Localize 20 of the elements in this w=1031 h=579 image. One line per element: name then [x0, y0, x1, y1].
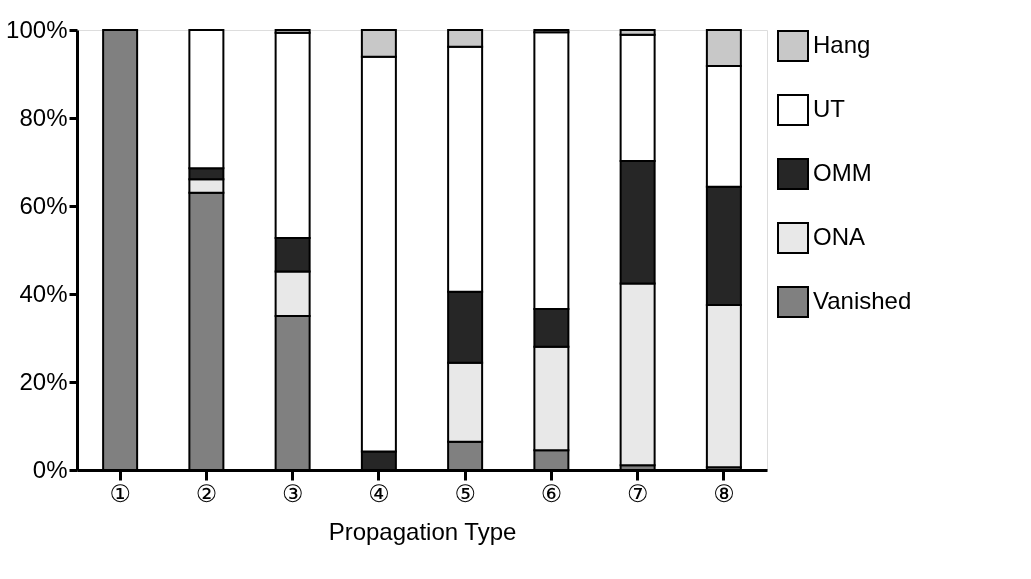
y-tick-label: 40% [19, 279, 68, 307]
legend-label: OMM [813, 159, 872, 186]
x-tick-label: ⑦ [626, 479, 649, 508]
x-tick-label: ⑧ [713, 479, 735, 508]
legend-label: ONA [813, 223, 866, 250]
y-tick-label: 80% [19, 103, 68, 131]
y-tick-label: 100% [6, 15, 68, 43]
y-tick-label: 60% [19, 191, 68, 219]
x-axis-title: Propagation Type [328, 517, 517, 545]
x-tick-label: ④ [368, 479, 390, 508]
x-tick-label: ① [109, 479, 131, 508]
y-tick-label: 20% [19, 367, 68, 395]
legend-label: UT [813, 95, 846, 122]
legend-label: Hang [813, 31, 871, 58]
x-tick-label: ⑥ [540, 479, 563, 508]
y-tick-label: 0% [32, 455, 68, 483]
x-tick-label: ② [195, 479, 218, 508]
legend-label: Vanished [813, 287, 912, 314]
x-tick-label: ③ [281, 479, 304, 508]
x-tick-label: ⑤ [454, 479, 476, 508]
